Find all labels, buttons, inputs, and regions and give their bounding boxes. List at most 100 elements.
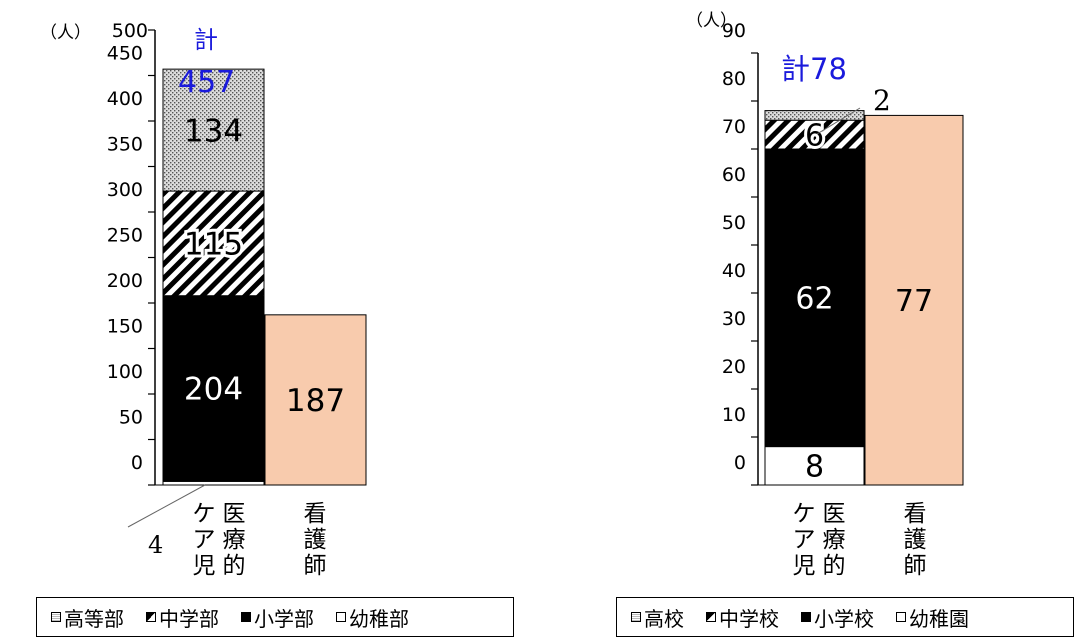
category-char: 師 xyxy=(304,553,327,579)
bar-segment-小学校 xyxy=(764,148,865,448)
bar-label-幼稚園: 8 xyxy=(805,450,824,485)
bar-label-nurse: 77 xyxy=(895,284,933,319)
legend-swatch xyxy=(241,612,251,622)
callout-value: 2 xyxy=(873,84,891,117)
category-label-1: 医療的 xyxy=(223,501,246,579)
bar-segment-高校 xyxy=(764,110,865,121)
bar-segment-高等部 xyxy=(162,68,265,192)
y-tick-label: 50 xyxy=(119,407,143,429)
callout-line xyxy=(127,484,206,528)
category-label-1: 医療的 xyxy=(823,501,846,579)
callout-value: 4 xyxy=(148,531,163,559)
legend-item: 高校 xyxy=(631,603,684,632)
legend-item: 中学校 xyxy=(706,603,779,632)
category-char: 護 xyxy=(304,527,327,553)
legend-item: 小学校 xyxy=(801,603,874,632)
category-char: 児 xyxy=(193,553,216,579)
category-char: ア xyxy=(193,527,216,553)
legend-right: 高校 中学校 小学校 幼稚園 xyxy=(616,597,1074,637)
y-tick-label: 20 xyxy=(722,356,746,378)
legend-item: 中学部 xyxy=(146,603,219,632)
legend-swatch xyxy=(801,612,811,622)
legend-swatch xyxy=(631,612,641,622)
bar-label-高等部: 134 xyxy=(184,113,243,149)
bar-label-中学部: 115 xyxy=(184,227,243,263)
bar-nurse xyxy=(264,314,367,486)
legend-label: 小学部 xyxy=(254,606,314,631)
total-label: 計 xyxy=(194,26,218,54)
y-tick-label: 10 xyxy=(722,404,746,426)
total-value: 457 xyxy=(178,65,235,100)
y-tick-label: 0 xyxy=(734,452,746,474)
y-tick-label: 90 xyxy=(722,20,746,42)
category-label-1: ケア児 xyxy=(193,501,216,579)
legend-label: 幼稚園 xyxy=(909,606,969,631)
category-char: 児 xyxy=(793,553,816,579)
legend-swatch xyxy=(146,612,156,622)
y-tick-label: 150 xyxy=(107,316,143,338)
y-tick-label: 350 xyxy=(107,134,143,156)
y-tick-label: 0 xyxy=(131,452,143,474)
legend-item: 小学部 xyxy=(241,603,314,632)
y-tick-label: 80 xyxy=(722,68,746,90)
legend-swatch xyxy=(336,612,346,622)
bar-segment-小学部 xyxy=(162,295,265,482)
category-char: 療 xyxy=(223,527,246,553)
category-char: 看 xyxy=(904,501,927,527)
y-unit-label: （人） xyxy=(686,11,737,31)
legend-item: 幼稚園 xyxy=(896,603,969,632)
bar-label-小学校: 62 xyxy=(795,282,833,317)
y-unit-label: （人） xyxy=(40,23,91,43)
y-tick-label: 30 xyxy=(722,308,746,330)
y-tick-label: 250 xyxy=(107,225,143,247)
legend-item: 幼稚部 xyxy=(336,603,409,632)
legend-left: 高等部 中学部 小学部 幼稚部 xyxy=(36,597,514,637)
bar-segment-幼稚部 xyxy=(162,480,265,486)
category-char: 師 xyxy=(904,553,927,579)
legend-swatch xyxy=(896,612,906,622)
y-tick-label: 200 xyxy=(107,270,143,292)
legend-swatch xyxy=(51,612,61,622)
bar-label-小学部: 204 xyxy=(184,372,243,408)
legend-item: 高等部 xyxy=(51,603,124,632)
legend-label: 中学校 xyxy=(719,606,779,631)
category-label-2: 看護師 xyxy=(904,501,927,579)
y-tick-label: 40 xyxy=(722,260,746,282)
category-char: 看 xyxy=(304,501,327,527)
bar-segment-中学部 xyxy=(162,190,265,297)
bar-nurse xyxy=(864,114,964,486)
category-label-2: 看護師 xyxy=(304,501,327,579)
total-label: 計78 xyxy=(781,52,847,86)
category-char: 医 xyxy=(823,501,846,527)
legend-label: 小学校 xyxy=(814,606,874,631)
y-tick-label: 300 xyxy=(107,179,143,201)
y-tick-label: 400 xyxy=(107,88,143,110)
legend-label: 中学部 xyxy=(159,606,219,631)
y-tick-label: 50 xyxy=(722,212,746,234)
bar-label-nurse: 187 xyxy=(286,383,345,419)
category-char: 療 xyxy=(823,527,846,553)
category-char: ア xyxy=(793,527,816,553)
category-char: 的 xyxy=(223,553,246,579)
category-char: ケ xyxy=(193,501,216,527)
y-tick-label: 500 xyxy=(112,20,148,42)
legend-label: 幼稚部 xyxy=(349,606,409,631)
legend-swatch xyxy=(706,612,716,622)
legend-label: 高等部 xyxy=(64,606,124,631)
category-char: ケ xyxy=(793,501,816,527)
bar-segment-幼稚園 xyxy=(764,446,865,486)
y-tick-label: 100 xyxy=(107,361,143,383)
y-tick-label: 60 xyxy=(722,164,746,186)
callout-line xyxy=(816,107,861,135)
category-char: 的 xyxy=(823,553,846,579)
category-char: 医 xyxy=(223,501,246,527)
category-char: 護 xyxy=(904,527,927,553)
bar-label-中学校: 6 xyxy=(805,118,824,153)
legend-label: 高校 xyxy=(644,606,684,631)
category-label-1: ケア児 xyxy=(793,501,816,579)
y-tick-label: 450 xyxy=(107,43,143,65)
y-tick-label: 70 xyxy=(722,116,746,138)
